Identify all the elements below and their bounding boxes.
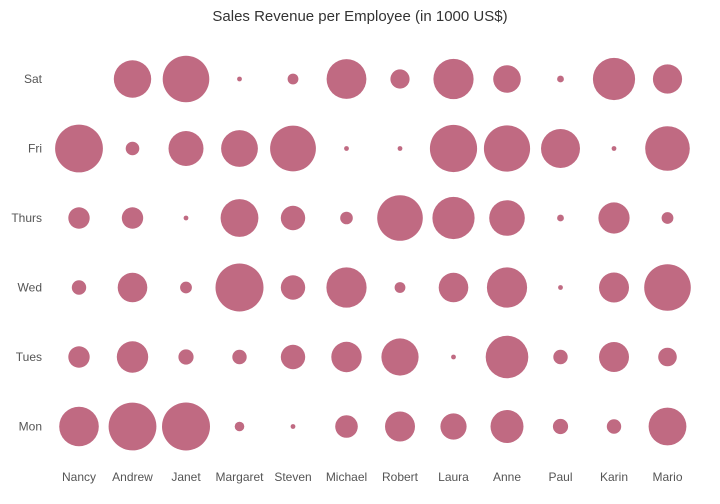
data-bubble[interactable] <box>335 415 358 438</box>
data-bubble[interactable] <box>162 55 210 103</box>
data-bubble[interactable] <box>108 402 157 451</box>
data-bubble[interactable] <box>237 76 242 82</box>
x-tick-label: Margaret <box>215 470 264 484</box>
data-bubble[interactable] <box>234 421 245 432</box>
data-bubble[interactable] <box>180 281 192 294</box>
data-bubble[interactable] <box>331 341 362 373</box>
data-bubble[interactable] <box>493 65 521 93</box>
data-bubble[interactable] <box>557 75 564 83</box>
data-bubble[interactable] <box>68 207 90 229</box>
chart-title: Sales Revenue per Employee (in 1000 US$) <box>212 8 508 25</box>
data-bubble[interactable] <box>490 410 524 443</box>
data-bubble[interactable] <box>113 60 152 98</box>
data-bubble[interactable] <box>116 341 149 373</box>
data-bubble[interactable] <box>485 335 529 379</box>
data-bubble[interactable] <box>121 207 144 229</box>
data-bubble[interactable] <box>326 267 367 308</box>
data-bubble[interactable] <box>644 264 691 311</box>
data-bubble[interactable] <box>168 131 204 166</box>
x-tick-label: Karin <box>600 470 628 484</box>
x-tick-label: Robert <box>382 470 419 484</box>
data-bubble[interactable] <box>552 418 569 435</box>
data-bubble[interactable] <box>648 407 687 446</box>
data-bubble[interactable] <box>433 58 474 100</box>
data-bubble[interactable] <box>451 354 456 360</box>
data-bubble[interactable] <box>429 124 478 173</box>
y-tick-label: Mon <box>19 420 42 434</box>
data-bubble[interactable] <box>55 124 103 173</box>
data-bubble[interactable] <box>59 406 99 447</box>
data-bubble[interactable] <box>162 402 210 451</box>
data-bubble[interactable] <box>385 411 415 442</box>
data-bubble[interactable] <box>125 141 140 156</box>
x-tick-label: Anne <box>493 470 521 484</box>
data-bubble[interactable] <box>183 215 189 221</box>
data-bubble[interactable] <box>71 280 87 295</box>
data-bubble[interactable] <box>280 344 306 370</box>
data-bubble[interactable] <box>394 282 406 293</box>
data-bubble[interactable] <box>117 272 148 303</box>
data-bubble[interactable] <box>483 125 531 172</box>
x-tick-label: Andrew <box>112 470 153 484</box>
data-bubble[interactable] <box>220 199 259 237</box>
data-bubble[interactable] <box>598 202 630 234</box>
data-bubble[interactable] <box>178 349 194 365</box>
data-bubble[interactable] <box>438 272 469 303</box>
x-tick-label: Janet <box>171 470 201 484</box>
data-bubble[interactable] <box>541 129 580 168</box>
x-tick-label: Paul <box>548 470 572 484</box>
data-bubble[interactable] <box>270 125 316 172</box>
data-bubble[interactable] <box>221 130 258 167</box>
x-tick-label: Nancy <box>62 470 96 484</box>
data-bubble[interactable] <box>658 347 677 367</box>
data-bubble[interactable] <box>68 346 90 368</box>
data-bubble[interactable] <box>397 146 403 151</box>
x-tick-label: Mario <box>652 470 682 484</box>
data-bubble[interactable] <box>290 424 296 429</box>
x-tick-label: Laura <box>438 470 469 484</box>
data-bubble[interactable] <box>553 349 568 365</box>
data-bubble[interactable] <box>661 212 674 224</box>
data-bubble[interactable] <box>599 342 629 372</box>
data-bubble[interactable] <box>592 57 636 101</box>
data-bubble[interactable] <box>558 285 563 290</box>
y-tick-label: Fri <box>28 142 42 156</box>
data-bubble[interactable] <box>606 419 622 434</box>
data-bubble[interactable] <box>340 211 353 225</box>
data-bubble[interactable] <box>652 64 683 94</box>
data-bubble[interactable] <box>599 272 629 303</box>
data-bubble[interactable] <box>326 59 367 99</box>
data-bubble[interactable] <box>280 205 306 231</box>
data-bubble[interactable] <box>232 349 247 365</box>
data-bubble[interactable] <box>215 263 264 312</box>
data-bubble[interactable] <box>645 126 690 171</box>
data-bubble[interactable] <box>486 267 528 308</box>
data-bubble[interactable] <box>280 275 306 300</box>
x-tick-label: Steven <box>274 470 311 484</box>
data-bubble[interactable] <box>489 200 525 236</box>
data-bubble[interactable] <box>557 214 564 222</box>
y-tick-label: Wed <box>18 281 42 295</box>
data-bubble[interactable] <box>381 338 419 376</box>
data-bubble[interactable] <box>377 195 423 241</box>
data-bubble[interactable] <box>390 69 410 89</box>
data-bubble[interactable] <box>611 146 617 151</box>
y-tick-label: Sat <box>24 72 43 86</box>
y-tick-label: Thurs <box>11 211 42 225</box>
data-bubble[interactable] <box>287 73 299 85</box>
x-tick-label: Michael <box>326 470 367 484</box>
data-bubble[interactable] <box>344 146 349 151</box>
y-tick-label: Tues <box>16 350 42 364</box>
data-bubble[interactable] <box>440 413 467 440</box>
data-bubble[interactable] <box>432 196 475 240</box>
